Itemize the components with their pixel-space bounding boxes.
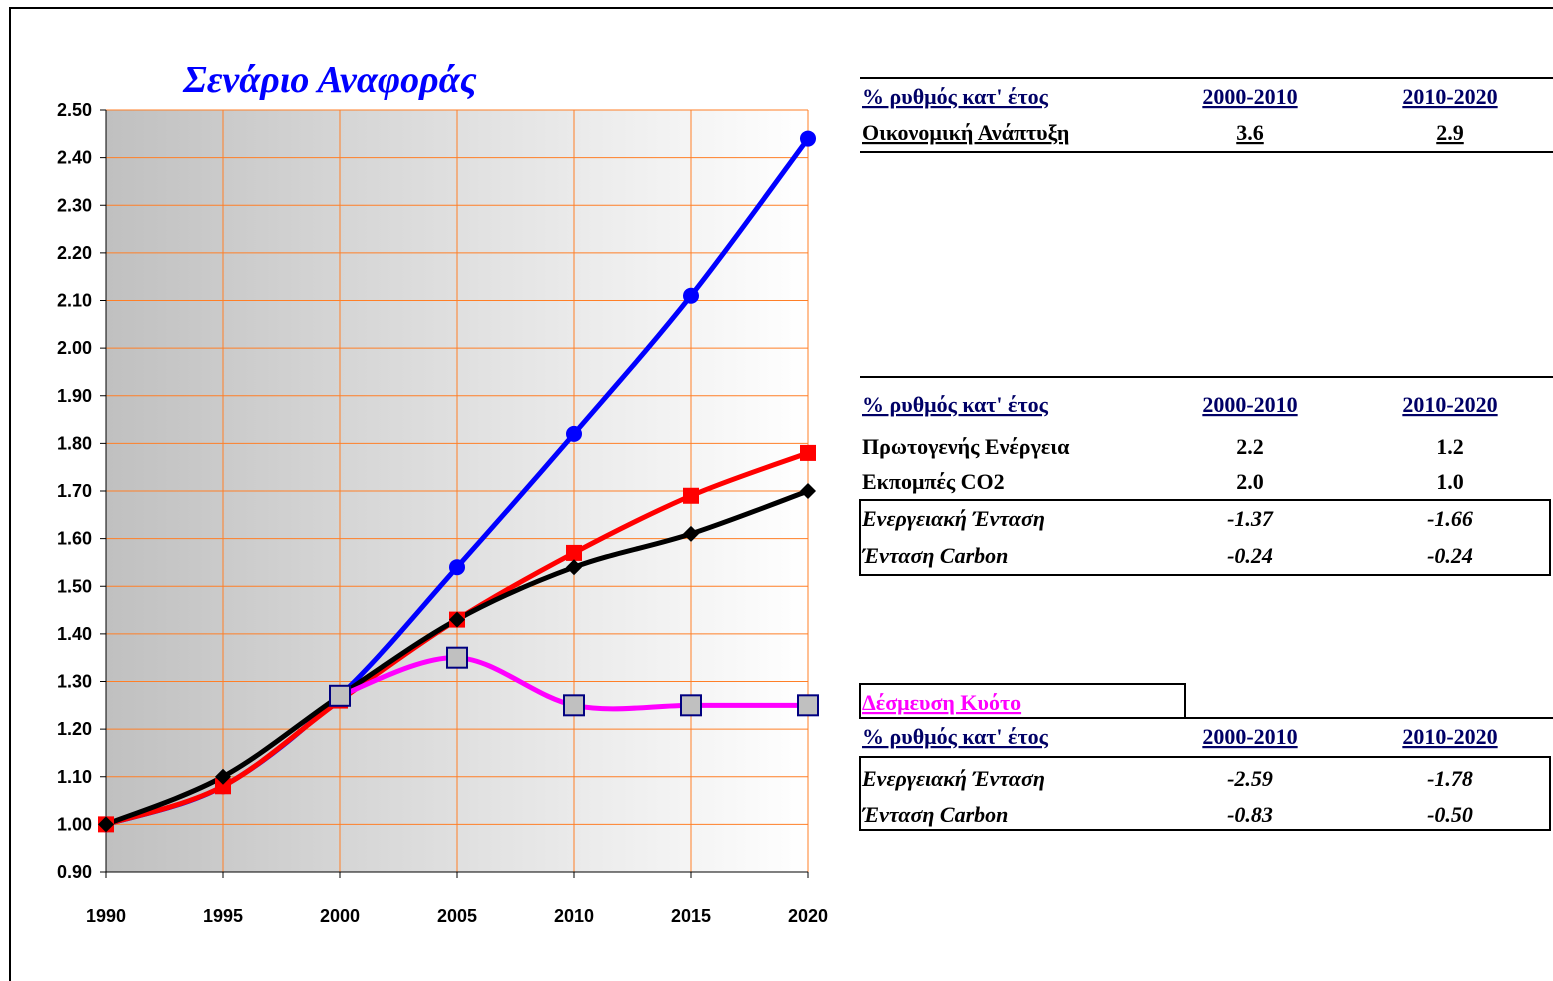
table-cell: Ενεργειακή Ένταση	[861, 766, 1045, 791]
table-cell: -0.83	[1227, 802, 1273, 827]
table-header: 2000-2010	[1202, 392, 1297, 417]
marker	[98, 816, 114, 833]
table-header: 2010-2020	[1402, 724, 1497, 749]
y-tick-label: 1.80	[57, 433, 92, 453]
marker	[683, 287, 699, 304]
x-tick-label: 1995	[203, 906, 243, 926]
y-tick-label: 1.30	[57, 672, 92, 692]
y-tick-label: 2.30	[57, 195, 92, 215]
y-tick-label: 2.00	[57, 338, 92, 358]
chart-title: Σενάριο Αναφοράς	[182, 59, 476, 101]
table-header: 2010-2020	[1402, 84, 1497, 109]
y-tick-label: 2.50	[57, 100, 92, 120]
marker	[566, 544, 582, 561]
table-header: % ρυθμός κατ' έτος	[862, 84, 1049, 109]
table-cell: Ενεργειακή Ένταση	[861, 506, 1045, 531]
y-tick-label: 1.60	[57, 529, 92, 549]
table-cell: -0.24	[1427, 543, 1473, 568]
marker	[680, 694, 702, 717]
x-tick-label: 1990	[86, 906, 126, 926]
table-header: % ρυθμός κατ' έτος	[862, 724, 1049, 749]
x-tick-label: 2010	[554, 906, 594, 926]
table-cell: 1.0	[1436, 469, 1464, 494]
table-cell: 2.9	[1436, 120, 1464, 145]
table-cell: -1.37	[1227, 506, 1274, 531]
y-tick-label: 1.10	[57, 767, 92, 787]
x-tick-label: 2005	[437, 906, 477, 926]
marker	[683, 487, 699, 504]
y-tick-label: 2.10	[57, 291, 92, 311]
y-tick-label: 1.50	[57, 576, 92, 596]
x-tick-label: 2000	[320, 906, 360, 926]
y-tick-label: 1.00	[57, 814, 92, 834]
table-cell: Οικονομική Ανάπτυξη	[862, 120, 1069, 145]
marker	[566, 425, 582, 442]
table-cell: 2.0	[1236, 469, 1264, 494]
table-cell: 2.2	[1236, 434, 1264, 459]
table-cell: 1.2	[1436, 434, 1464, 459]
x-tick-label: 2015	[671, 906, 711, 926]
table-cell: -1.78	[1427, 766, 1473, 791]
marker	[563, 694, 585, 717]
table-title: Δέσμευση Κυότο	[862, 690, 1021, 715]
marker	[800, 444, 816, 461]
table-cell: -0.50	[1427, 802, 1473, 827]
table-cell: -0.24	[1227, 543, 1273, 568]
y-tick-label: 1.90	[57, 386, 92, 406]
marker	[215, 778, 231, 795]
table-cell: Εκπομπές CO2	[862, 469, 1005, 494]
y-tick-label: 1.20	[57, 719, 92, 739]
frame	[9, 7, 1553, 981]
y-tick-label: 1.70	[57, 481, 92, 501]
marker	[215, 768, 231, 785]
table-cell: Ένταση Carbon	[861, 543, 1008, 568]
table-cell: Πρωτογενής Ενέργεια	[862, 434, 1070, 459]
marker	[446, 646, 468, 669]
marker	[800, 130, 816, 147]
y-tick-label: 0.90	[57, 862, 92, 882]
y-tick-label: 1.40	[57, 624, 92, 644]
marker	[449, 611, 465, 628]
table-cell: -2.59	[1227, 766, 1273, 791]
x-tick-label: 2020	[788, 906, 828, 926]
marker	[449, 559, 465, 576]
marker	[566, 559, 582, 576]
table-cell: Ένταση Carbon	[861, 802, 1008, 827]
marker	[329, 684, 351, 707]
table-cell: 3.6	[1236, 120, 1264, 145]
y-tick-label: 2.40	[57, 148, 92, 168]
y-tick-label: 2.20	[57, 243, 92, 263]
marker	[683, 525, 699, 542]
table-header: % ρυθμός κατ' έτος	[862, 392, 1049, 417]
table-cell: -1.66	[1427, 506, 1473, 531]
marker	[797, 694, 819, 717]
table-lines	[859, 77, 1553, 831]
table-header: 2010-2020	[1402, 392, 1497, 417]
table-header: 2000-2010	[1202, 84, 1297, 109]
table-header: 2000-2010	[1202, 724, 1297, 749]
marker	[800, 483, 816, 499]
